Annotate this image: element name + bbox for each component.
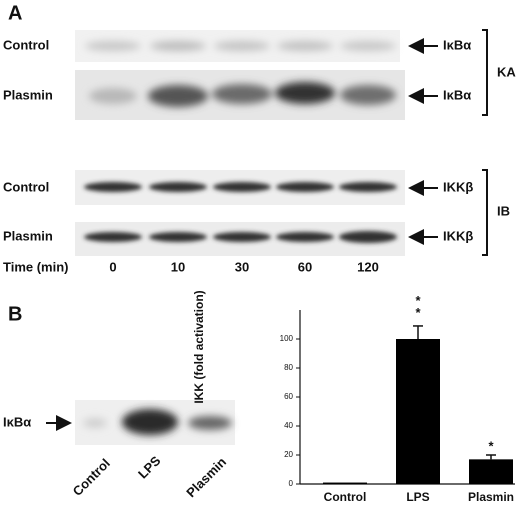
band-label: IκBα bbox=[3, 414, 31, 429]
y-tick-label: 100 bbox=[280, 334, 294, 343]
x-tick-label: Plasmin bbox=[468, 490, 514, 504]
row-label: Plasmin bbox=[3, 87, 53, 102]
bar bbox=[396, 339, 440, 484]
bar bbox=[323, 482, 367, 484]
panel-label: A bbox=[8, 2, 22, 24]
lane-label: LPS bbox=[135, 453, 164, 482]
y-tick-label: 20 bbox=[284, 450, 293, 459]
time-tick: 10 bbox=[171, 259, 185, 274]
bracket bbox=[482, 169, 488, 256]
time-tick: 120 bbox=[357, 259, 379, 274]
band-label: IκBα bbox=[443, 37, 471, 52]
x-tick-label: LPS bbox=[406, 490, 429, 504]
time-tick: 30 bbox=[235, 259, 249, 274]
lane-label: Plasmin bbox=[183, 454, 229, 500]
band-label: IKKβ bbox=[443, 179, 473, 194]
group-label: IB bbox=[497, 203, 510, 218]
row-label: Control bbox=[3, 37, 49, 52]
x-tick-label: Control bbox=[324, 490, 367, 504]
row-label: Control bbox=[3, 179, 49, 194]
band-label: IKKβ bbox=[443, 228, 473, 243]
annotation: * bbox=[488, 438, 494, 453]
annotation: * * bbox=[415, 293, 421, 320]
bar bbox=[469, 459, 513, 484]
blot-a bbox=[75, 30, 405, 256]
y-tick-label: 40 bbox=[284, 421, 293, 430]
bracket bbox=[482, 29, 488, 116]
band-label: IκBα bbox=[443, 87, 471, 102]
y-tick-label: 60 bbox=[284, 392, 293, 401]
lane-label: Control bbox=[70, 456, 113, 499]
y-tick-label: 0 bbox=[289, 479, 294, 488]
group-label: KA bbox=[497, 64, 516, 79]
panel-label: B bbox=[8, 303, 22, 325]
time-tick: 0 bbox=[109, 259, 116, 274]
time-tick: 60 bbox=[298, 259, 312, 274]
y-tick-label: 80 bbox=[284, 363, 293, 372]
time-label: Time (min) bbox=[3, 259, 69, 274]
blot-b bbox=[75, 400, 235, 445]
row-label: Plasmin bbox=[3, 228, 53, 243]
y-axis-label: IKK (fold activation) bbox=[192, 290, 206, 403]
